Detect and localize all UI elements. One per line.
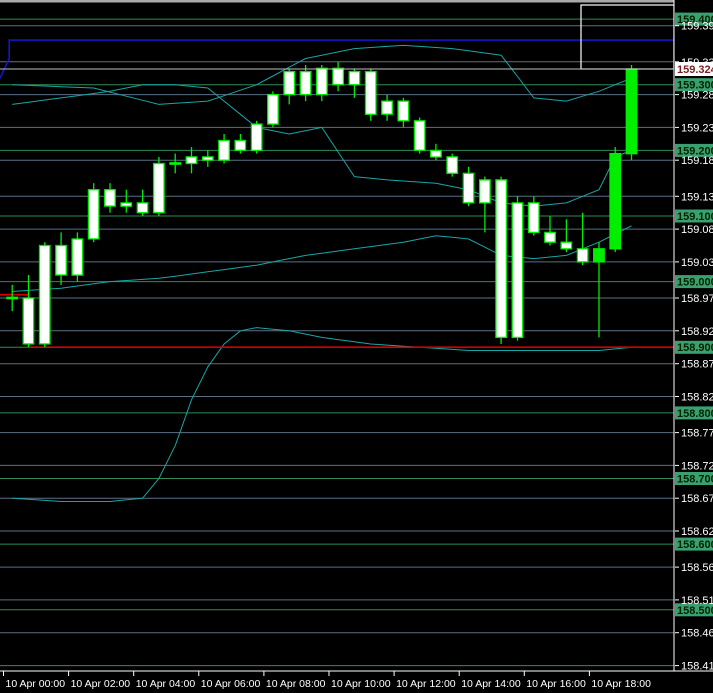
svg-text:10 Apr 10:00: 10 Apr 10:00 [331,678,391,690]
svg-text:10 Apr 04:00: 10 Apr 04:00 [136,678,196,690]
svg-text:158.670: 158.670 [681,493,713,505]
svg-text:10 Apr 02:00: 10 Apr 02:00 [71,678,131,690]
svg-text:10 Apr 00:00: 10 Apr 00:00 [6,678,66,690]
svg-text:159.390: 159.390 [681,21,713,33]
svg-text:158.975: 158.975 [681,293,713,305]
svg-text:10 Apr 14:00: 10 Apr 14:00 [461,678,521,690]
svg-text:10 Apr 12:00: 10 Apr 12:00 [396,678,456,690]
svg-text:158.800: 158.800 [677,408,713,420]
svg-text:158.770: 158.770 [681,428,713,440]
svg-text:158.825: 158.825 [681,392,713,404]
svg-text:159.080: 159.080 [681,224,713,236]
svg-text:158.565: 158.565 [681,562,713,574]
svg-text:158.700: 158.700 [677,474,713,486]
svg-text:10 Apr 16:00: 10 Apr 16:00 [526,678,586,690]
svg-text:158.620: 158.620 [681,526,713,538]
svg-text:158.925: 158.925 [681,326,713,338]
svg-text:159.285: 159.285 [681,90,713,102]
svg-text:159.000: 159.000 [677,277,713,289]
svg-text:10 Apr 06:00: 10 Apr 06:00 [201,678,261,690]
svg-text:159.235: 159.235 [681,122,713,134]
svg-text:10 Apr 08:00: 10 Apr 08:00 [266,678,326,690]
svg-text:158.600: 158.600 [677,539,713,551]
svg-text:158.720: 158.720 [681,460,713,472]
svg-text:159.030: 159.030 [681,257,713,269]
svg-text:158.515: 158.515 [681,595,713,607]
svg-text:158.900: 158.900 [677,342,713,354]
svg-text:159.130: 159.130 [681,191,713,203]
svg-text:159.185: 159.185 [681,155,713,167]
svg-text:159.100: 159.100 [677,211,713,223]
svg-text:158.465: 158.465 [681,628,713,640]
svg-text:158.875: 158.875 [681,359,713,371]
svg-text:10 Apr 18:00: 10 Apr 18:00 [591,678,651,690]
svg-text:159.324: 159.324 [677,64,713,76]
